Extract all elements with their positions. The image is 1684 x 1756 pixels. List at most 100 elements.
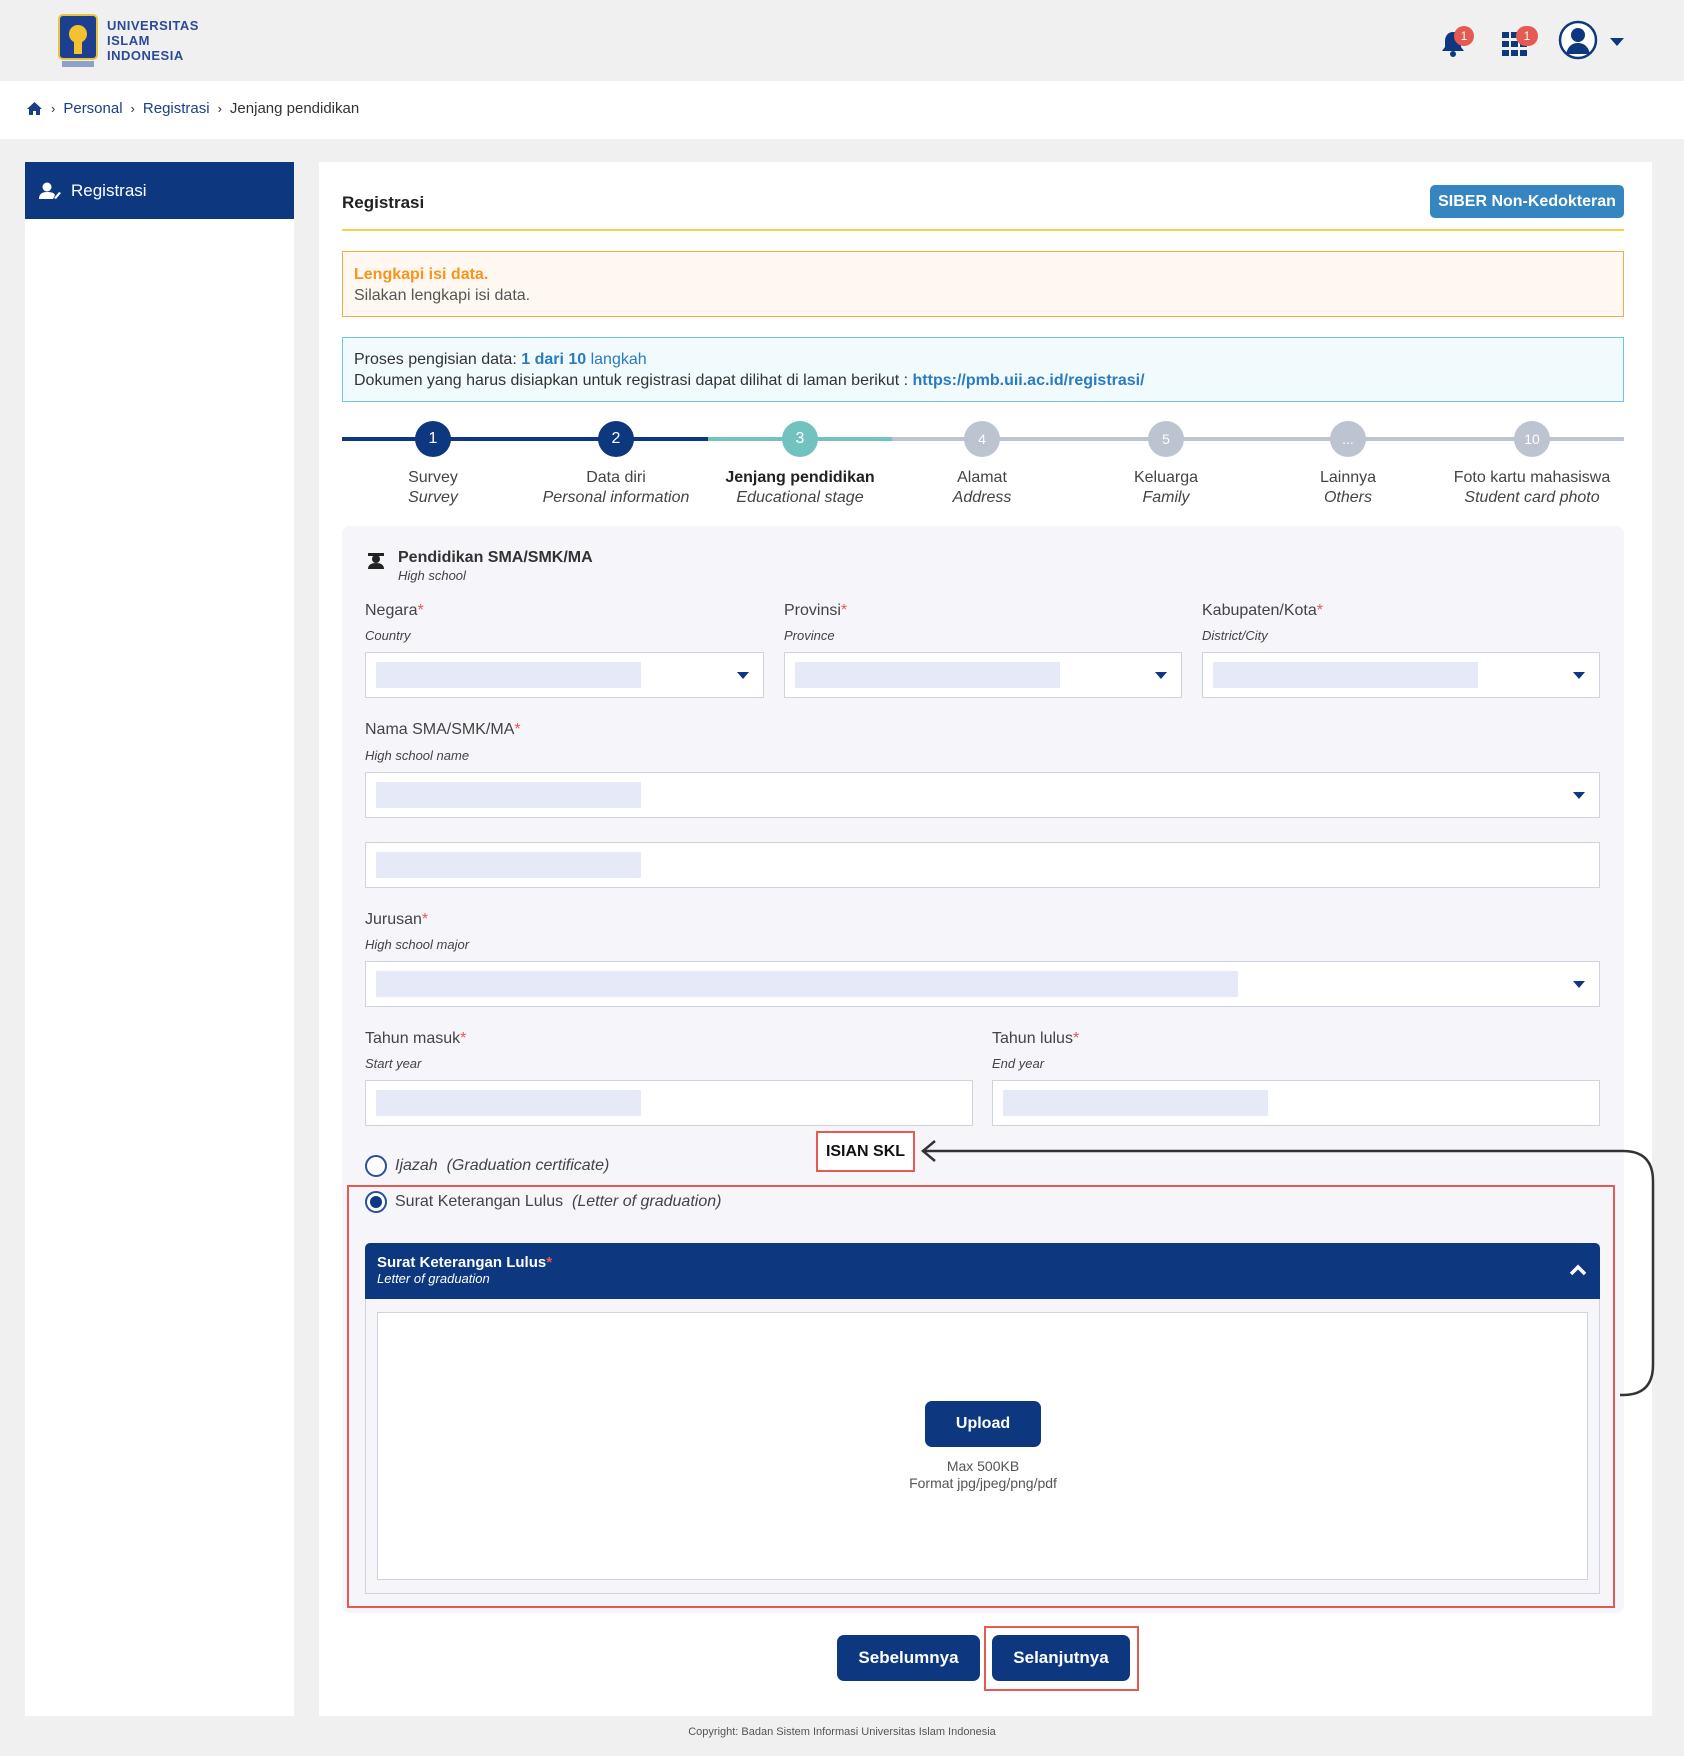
step-title: Data diri xyxy=(586,469,646,486)
progress-suffix: langkah xyxy=(586,351,647,368)
radio-dot xyxy=(370,1196,382,1208)
breadcrumb-separator: › xyxy=(130,101,135,116)
province-select[interactable] xyxy=(784,652,1182,698)
school-name-input[interactable] xyxy=(365,842,1600,888)
skl-panel-header[interactable]: Surat Keterangan Lulus* Letter of gradua… xyxy=(365,1243,1600,1299)
step-7-circle[interactable]: 10 xyxy=(1514,421,1550,457)
step-7-label: Foto kartu mahasiswa Student card photo xyxy=(1422,468,1642,508)
siber-button[interactable]: SIBER Non-Kedokteran xyxy=(1430,185,1624,218)
step-title: Survey xyxy=(408,469,458,486)
graduate-icon xyxy=(368,553,384,569)
city-label: Kabupaten/Kota* xyxy=(1202,602,1323,620)
school-label: Nama SMA/SMK/MA* xyxy=(365,721,521,739)
breadcrumb-registrasi[interactable]: Registrasi xyxy=(142,100,210,117)
school-select[interactable] xyxy=(365,772,1600,818)
ijazah-option[interactable]: Ijazah (Graduation certificate) xyxy=(395,1157,609,1175)
chevron-up-icon[interactable] xyxy=(1568,1263,1588,1277)
next-button[interactable]: Selanjutnya xyxy=(992,1635,1130,1681)
user-menu[interactable] xyxy=(1558,20,1628,60)
label-text: Tahun lulus xyxy=(992,1030,1073,1047)
docs-link[interactable]: https://pmb.uii.ac.id/registrasi/ xyxy=(912,372,1145,389)
value-placeholder xyxy=(1213,662,1478,688)
label-text: Provinsi xyxy=(784,602,841,619)
step-title: Jenjang pendidikan xyxy=(725,469,875,486)
notification-button[interactable]: 1 xyxy=(1440,26,1474,60)
stepper-line-pending xyxy=(892,437,1624,441)
city-select[interactable] xyxy=(1202,652,1600,698)
step-subtitle: Family xyxy=(1142,489,1190,506)
logo-line: ISLAM xyxy=(107,33,150,48)
breadcrumb-separator: › xyxy=(51,101,56,116)
option-sub: (Letter of graduation) xyxy=(572,1193,722,1210)
previous-button[interactable]: Sebelumnya xyxy=(837,1635,980,1681)
title-divider xyxy=(342,229,1624,231)
step-3-label: Jenjang pendidikan Educational stage xyxy=(690,468,910,508)
label-text: Tahun masuk xyxy=(365,1030,461,1047)
label-text: Jurusan xyxy=(365,911,422,928)
start-year-label: Tahun masuk* xyxy=(365,1030,466,1048)
page-title: Registrasi xyxy=(342,193,425,212)
major-select[interactable] xyxy=(365,961,1600,1007)
caret-down-icon xyxy=(1573,672,1585,679)
step-3-circle[interactable]: 3 xyxy=(782,421,818,457)
step-title: Foto kartu mahasiswa xyxy=(1453,469,1611,486)
chevron-down-icon xyxy=(1610,38,1624,46)
annotation-highlight-box xyxy=(347,1185,1615,1608)
step-5-circle[interactable]: 5 xyxy=(1148,421,1184,457)
sidebar-item-registrasi[interactable]: Registrasi xyxy=(25,162,294,219)
step-2-circle[interactable]: 2 xyxy=(598,421,634,457)
footer-copyright: Copyright: Badan Sistem Informasi Univer… xyxy=(688,1726,996,1738)
province-sublabel: Province xyxy=(784,628,835,643)
sidebar-item-label: Registrasi xyxy=(71,180,147,200)
step-subtitle: Others xyxy=(1323,489,1372,506)
apps-button[interactable]: 1 xyxy=(1502,26,1538,58)
label-text: Kabupaten/Kota xyxy=(1202,602,1317,619)
step-4-circle[interactable]: 4 xyxy=(964,421,1000,457)
province-label: Provinsi* xyxy=(784,602,847,620)
breadcrumb-personal[interactable]: Personal xyxy=(63,100,123,117)
end-year-sublabel: End year xyxy=(992,1056,1045,1071)
uii-logo[interactable] xyxy=(58,14,98,68)
country-label: Negara* xyxy=(365,602,424,620)
value-placeholder xyxy=(376,971,1238,997)
apps-badge: 1 xyxy=(1516,26,1538,46)
value-placeholder xyxy=(376,852,641,878)
step-subtitle: Student card photo xyxy=(1464,489,1600,506)
section-subtitle: High school xyxy=(398,568,466,583)
step-6-circle[interactable]: ... xyxy=(1330,421,1366,457)
step-1-circle[interactable]: 1 xyxy=(415,421,451,457)
major-label: Jurusan* xyxy=(365,911,428,929)
country-sublabel: Country xyxy=(365,628,411,643)
option-sub: (Graduation certificate) xyxy=(446,1157,610,1174)
step-1-label: Survey Survey xyxy=(323,468,543,508)
step-title: Lainnya xyxy=(1319,469,1377,486)
value-placeholder xyxy=(376,662,641,688)
home-icon[interactable] xyxy=(26,101,43,116)
start-year-input[interactable] xyxy=(365,1080,973,1126)
step-4-label: Alamat Address xyxy=(872,468,1092,508)
logo-line: UNIVERSITAS xyxy=(107,18,199,33)
step-subtitle: Personal information xyxy=(542,489,690,506)
skl-radio[interactable] xyxy=(365,1191,387,1213)
notification-badge: 1 xyxy=(1454,26,1474,46)
next-annotation-box xyxy=(984,1626,1139,1691)
step-title: Alamat xyxy=(957,469,1007,486)
warning-alert: Lengkapi isi data. Silakan lengkapi isi … xyxy=(342,251,1624,317)
value-placeholder xyxy=(376,1090,641,1116)
option-label: Ijazah xyxy=(395,1157,438,1174)
progress-prefix: Proses pengisian data: xyxy=(354,351,522,368)
required-mark: * xyxy=(460,1030,467,1047)
ijazah-radio[interactable] xyxy=(365,1155,387,1177)
info-alert: Proses pengisian data: 1 dari 10 langkah… xyxy=(342,337,1624,402)
end-year-input[interactable] xyxy=(992,1080,1600,1126)
upload-button[interactable]: Upload xyxy=(925,1401,1041,1447)
step-subtitle: Educational stage xyxy=(736,489,864,506)
step-2-label: Data diri Personal information xyxy=(506,468,726,508)
skl-option[interactable]: Surat Keterangan Lulus (Letter of gradua… xyxy=(395,1193,721,1211)
caret-down-icon xyxy=(1573,792,1585,799)
step-5-label: Keluarga Family xyxy=(1056,468,1276,508)
breadcrumb: › Personal › Registrasi › Jenjang pendid… xyxy=(0,81,1684,139)
country-select[interactable] xyxy=(365,652,764,698)
required-mark: * xyxy=(1316,602,1323,619)
warning-text: Silakan lengkapi isi data. xyxy=(354,287,531,304)
